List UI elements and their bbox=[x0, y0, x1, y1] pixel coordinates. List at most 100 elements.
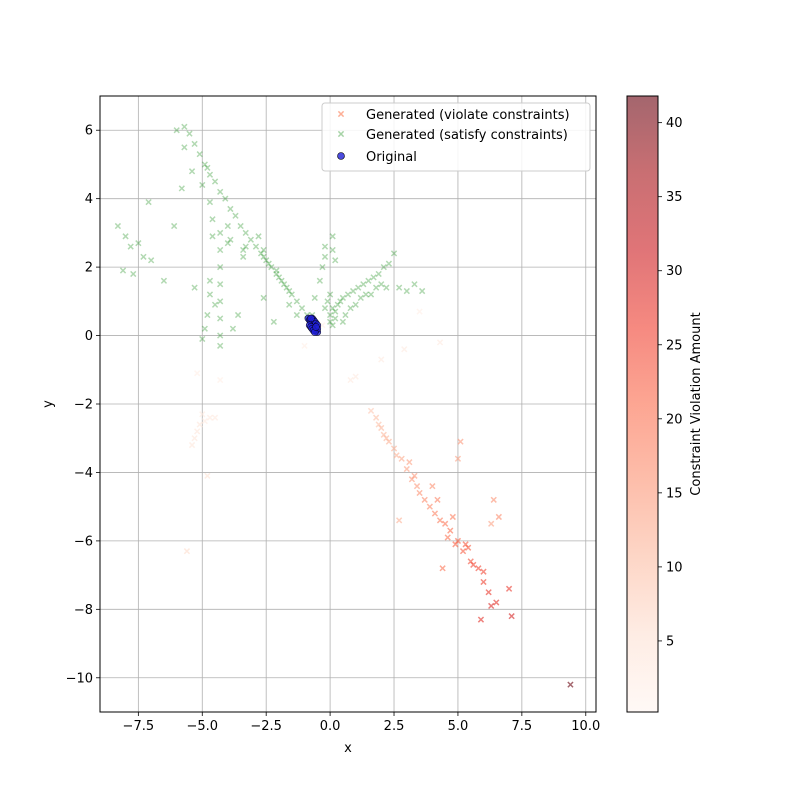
violate-point bbox=[439, 565, 446, 572]
violate-point bbox=[465, 544, 472, 551]
violate-point bbox=[199, 411, 206, 418]
satisfy-point bbox=[237, 222, 244, 230]
satisfy-point bbox=[360, 281, 367, 288]
satisfy-point bbox=[191, 140, 198, 148]
satisfy-point bbox=[206, 171, 214, 178]
satisfy-point bbox=[211, 301, 219, 308]
colorbar-tick-label: 5 bbox=[666, 634, 674, 649]
colorbar-tick-label: 10 bbox=[666, 560, 683, 575]
satisfy-point bbox=[332, 308, 339, 315]
violate-point bbox=[488, 520, 495, 527]
satisfy-point bbox=[217, 246, 224, 254]
satisfy-point bbox=[342, 311, 349, 319]
satisfy-point bbox=[217, 229, 224, 237]
satisfy-point bbox=[217, 281, 224, 288]
satisfy-point bbox=[286, 287, 293, 295]
violate-point bbox=[347, 376, 354, 384]
y-ticks: 6 4 2 0 −2 −4 −6 −8 −10 bbox=[66, 124, 100, 686]
violate-point bbox=[475, 565, 482, 572]
x-tick-label: 10.0 bbox=[571, 719, 600, 734]
violate-point bbox=[416, 489, 423, 497]
satisfy-point bbox=[334, 301, 341, 308]
violate-point bbox=[505, 585, 513, 592]
violate-point bbox=[493, 599, 500, 606]
violate-point bbox=[477, 616, 485, 623]
violate-point bbox=[375, 421, 382, 428]
violate-point bbox=[567, 681, 574, 688]
satisfy-point bbox=[268, 263, 275, 271]
satisfy-point bbox=[273, 270, 280, 278]
satisfy-point bbox=[385, 260, 393, 267]
legend-marker-satisfy bbox=[337, 130, 345, 138]
satisfy-point bbox=[329, 246, 336, 254]
satisfy-point bbox=[119, 267, 127, 274]
violate-point bbox=[436, 517, 444, 524]
violate-point bbox=[201, 417, 208, 425]
violate-point bbox=[194, 370, 201, 377]
colorbar bbox=[627, 96, 658, 712]
satisfy-point bbox=[217, 298, 224, 305]
satisfy-point bbox=[326, 311, 334, 319]
violate-point bbox=[452, 541, 459, 548]
violate-point bbox=[436, 339, 444, 346]
satisfy-point bbox=[171, 222, 178, 230]
satisfy-point bbox=[283, 284, 290, 291]
satisfy-point bbox=[242, 229, 249, 237]
violate-point bbox=[470, 561, 477, 568]
y-tick-label: −4 bbox=[74, 466, 93, 481]
satisfy-point bbox=[140, 253, 147, 260]
satisfy-point bbox=[378, 281, 385, 288]
violate-point bbox=[301, 342, 308, 349]
satisfy-point bbox=[375, 270, 382, 278]
satisfy-point bbox=[280, 281, 288, 288]
satisfy-point bbox=[240, 246, 247, 254]
satisfy-point bbox=[396, 284, 403, 291]
satisfy-point bbox=[130, 270, 137, 278]
colorbar-tick-label: 30 bbox=[666, 264, 683, 279]
violate-point bbox=[390, 445, 398, 452]
satisfy-point bbox=[332, 257, 339, 264]
legend-marker-violate bbox=[337, 110, 345, 118]
satisfy-point bbox=[321, 253, 329, 260]
satisfy-point bbox=[293, 311, 300, 319]
satisfy-point bbox=[321, 243, 329, 250]
legend-label-satisfy: Generated (satisfy constraints) bbox=[366, 128, 568, 143]
x-tick-label: 2.5 bbox=[384, 719, 405, 734]
satisfy-point bbox=[347, 305, 354, 312]
satisfy-point bbox=[255, 233, 262, 240]
colorbar-ticks: 5 10 15 20 25 30 35 40 bbox=[658, 116, 683, 649]
violate-point bbox=[319, 322, 326, 329]
satisfy-point bbox=[326, 291, 334, 298]
satisfy-point bbox=[229, 325, 237, 332]
y-axis-label: y bbox=[41, 400, 56, 408]
legend-x-violate bbox=[337, 110, 345, 118]
violate-point bbox=[188, 441, 196, 449]
violate-point bbox=[447, 527, 454, 534]
satisfy-point bbox=[367, 291, 375, 298]
violate-point bbox=[485, 589, 492, 596]
colorbar-frame bbox=[626, 95, 659, 713]
violate-point bbox=[442, 520, 449, 527]
satisfy-point bbox=[329, 305, 336, 312]
satisfy-point bbox=[321, 305, 329, 312]
violate-point bbox=[217, 376, 224, 384]
satisfy-point bbox=[357, 294, 364, 302]
violate-point bbox=[480, 578, 487, 586]
satisfy-point bbox=[204, 311, 211, 319]
y-tick-label: −2 bbox=[74, 398, 93, 413]
satisfy-point bbox=[263, 257, 270, 264]
satisfy-point bbox=[339, 294, 347, 302]
violate-point bbox=[454, 455, 462, 462]
original-point bbox=[312, 323, 320, 331]
satisfy-point bbox=[173, 127, 180, 134]
satisfy-point bbox=[209, 233, 216, 240]
violate-point bbox=[444, 534, 451, 541]
x-ticks: −7.5 −5.0 −2.5 0.0 2.5 5.0 7.5 10.0 bbox=[123, 712, 600, 734]
violate-point bbox=[508, 613, 515, 620]
satisfy-point bbox=[252, 243, 260, 250]
colorbar-tick-label: 15 bbox=[666, 486, 683, 501]
satisfy-point bbox=[196, 151, 203, 158]
satisfy-point bbox=[122, 233, 129, 240]
y-tick-label: −8 bbox=[74, 603, 93, 618]
legend-label-original: Original bbox=[366, 150, 417, 165]
